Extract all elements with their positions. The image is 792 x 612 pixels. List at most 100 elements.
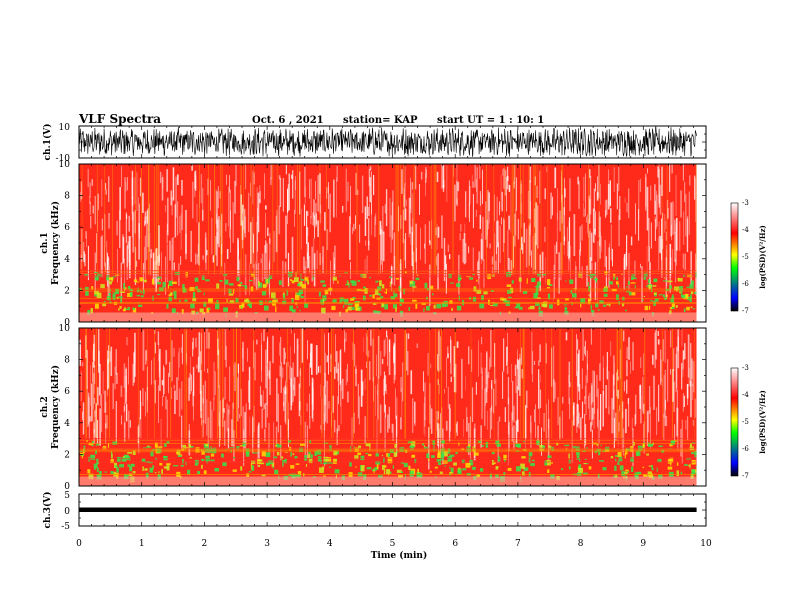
date-label: Oct. 6 , 2021 — [252, 115, 324, 126]
spectrogram-streak — [556, 212, 558, 254]
spectrogram-streak — [265, 240, 267, 253]
spectrogram-band-cell — [390, 471, 392, 474]
spectrogram-band-cell — [478, 440, 481, 443]
spectrogram-streak — [309, 362, 310, 387]
spectrogram-band-cell — [671, 302, 675, 307]
spectrogram-band-cell — [182, 288, 187, 293]
spectrogram-band-cell — [365, 442, 371, 447]
spectrogram-streak — [287, 402, 289, 431]
spectrogram-streak — [491, 380, 493, 390]
spectrogram-band-cell — [550, 462, 553, 464]
spectrogram-band-cell — [348, 286, 350, 288]
spectrogram-band-cell — [622, 296, 625, 301]
spectrogram-streak — [450, 408, 451, 432]
ch3-ytick-top: 5 — [64, 491, 70, 501]
spectrogram-band-cell — [690, 291, 694, 295]
spectrogram-band-cell — [683, 308, 686, 312]
spectrogram-band-cell — [449, 472, 453, 474]
spectrogram-band-cell — [354, 447, 359, 452]
spectrogram-streak — [630, 361, 631, 374]
spectrogram-streak — [446, 165, 448, 202]
spectrogram-streak — [80, 192, 82, 202]
spectrogram-streak — [447, 244, 450, 252]
spectrogram-streak — [594, 229, 596, 235]
spectrogram-band-cell — [596, 444, 599, 446]
spectrogram-band-cell — [692, 308, 696, 310]
spectrogram-streak — [240, 388, 242, 417]
spectrogram-streak — [488, 192, 490, 212]
spectrogram-band-cell — [357, 452, 361, 455]
spectrogram-band-cell — [472, 273, 475, 276]
spectrogram-streak — [655, 328, 657, 360]
spectrogram-streak — [585, 173, 586, 217]
spectrogram-streak — [640, 395, 642, 424]
spectrogram-streak — [692, 420, 694, 426]
spectrogram-streak — [494, 342, 496, 384]
spectrogram-band-cell — [312, 275, 314, 280]
spectrogram-band-cell — [258, 459, 263, 462]
spectrogram-streak — [290, 346, 291, 387]
spectrogram-streak — [178, 352, 179, 381]
spectrogram-streak — [520, 203, 522, 228]
spectrogram-streak — [366, 361, 367, 368]
spectrogram-streak — [260, 394, 263, 407]
spectrogram-streak — [623, 254, 626, 270]
spectrogram-streak — [230, 189, 231, 229]
spectrogram-streak — [532, 235, 534, 274]
spectrogram-streak — [626, 360, 628, 377]
spectrogram-striation — [397, 164, 399, 275]
spectrogram-band-cell — [197, 289, 200, 293]
spectrogram-band-cell — [282, 459, 286, 463]
spectrogram-streak — [123, 406, 125, 412]
spectrogram-streak — [565, 332, 568, 341]
spectrogram-band-cell — [547, 293, 551, 300]
spectrogram-streak — [688, 368, 690, 387]
spectrogram-band-cell — [668, 448, 672, 449]
spectrogram-striation — [222, 328, 224, 439]
spectrogram-streak — [645, 177, 647, 207]
spectrogram-band-cell — [203, 292, 205, 296]
spectrogram-band-cell — [300, 281, 303, 284]
ch2-ytick-label: 8 — [64, 356, 70, 366]
spectrogram-streak — [667, 359, 669, 402]
spectrogram-streak — [399, 259, 402, 300]
spectrogram-streak — [161, 379, 164, 386]
spectrogram-streak — [643, 353, 645, 375]
spectrogram-band-cell — [98, 471, 102, 475]
spectrogram-streak — [122, 236, 125, 264]
spectrogram-band-cell — [135, 281, 139, 283]
spectrogram-streak — [367, 206, 370, 217]
spectrogram-streak — [192, 366, 195, 396]
spectrogram-streak — [235, 164, 237, 187]
spectrogram-streak — [577, 176, 579, 185]
time-axis-tick-label: 6 — [452, 539, 458, 549]
spectrogram-streak — [672, 201, 674, 235]
spectrogram-streak — [568, 250, 570, 272]
spectrogram-streak — [664, 397, 666, 426]
spectrogram-striation — [208, 164, 209, 275]
spectrogram-band-cell — [203, 470, 207, 475]
spectrogram-band-cell — [307, 280, 309, 285]
spectrogram-streak — [93, 373, 95, 395]
spectrogram-streak — [511, 426, 513, 442]
spectrogram-band-cell — [426, 305, 430, 311]
spectrogram-streak — [534, 409, 535, 423]
spectrogram-streak — [171, 387, 172, 399]
spectrogram-band-cell — [516, 466, 521, 472]
spectrogram-streak — [409, 197, 411, 234]
spectrogram-streak — [476, 178, 477, 192]
spectrogram-streak — [491, 405, 493, 430]
spectrogram-streak — [611, 248, 613, 261]
spectrogram-streak — [608, 371, 610, 407]
spectrogram-band-cell — [102, 303, 107, 307]
spectrogram-streak — [671, 164, 673, 174]
spectrogram-streak — [276, 378, 278, 422]
spectrogram-band-cell — [171, 308, 176, 314]
spectrogram-streak — [317, 220, 319, 237]
spectrogram-streak — [675, 217, 678, 251]
spectrogram-streak — [129, 249, 131, 266]
spectrogram-streak — [181, 204, 183, 231]
spectrogram-streak — [487, 371, 490, 378]
spectrogram-band-cell — [523, 440, 525, 443]
spectrogram-streak — [523, 222, 525, 243]
